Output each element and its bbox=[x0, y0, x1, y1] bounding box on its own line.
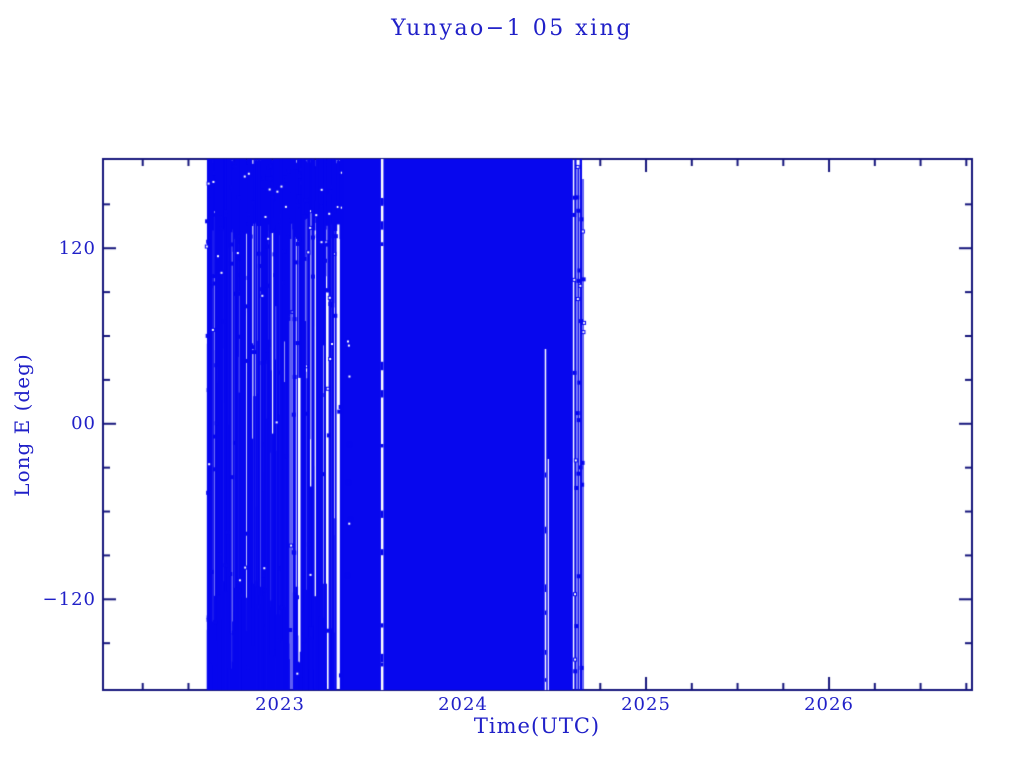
x-tick-label-2024: 2024 bbox=[438, 694, 488, 715]
x-axis-title: Time(UTC) bbox=[473, 714, 601, 738]
y-tick-label-minus120: −120 bbox=[42, 589, 96, 610]
y-tick-label-00: 00 bbox=[71, 413, 96, 434]
x-tick-label-2026: 2026 bbox=[804, 694, 854, 715]
chart-title: Yunyao−1 05 xing bbox=[391, 16, 633, 41]
y-tick-label-120: 120 bbox=[58, 238, 96, 259]
x-tick-label-2025: 2025 bbox=[621, 694, 671, 715]
x-tick-label-2023: 2023 bbox=[255, 694, 305, 715]
y-axis-title: Long E (deg) bbox=[10, 353, 34, 497]
